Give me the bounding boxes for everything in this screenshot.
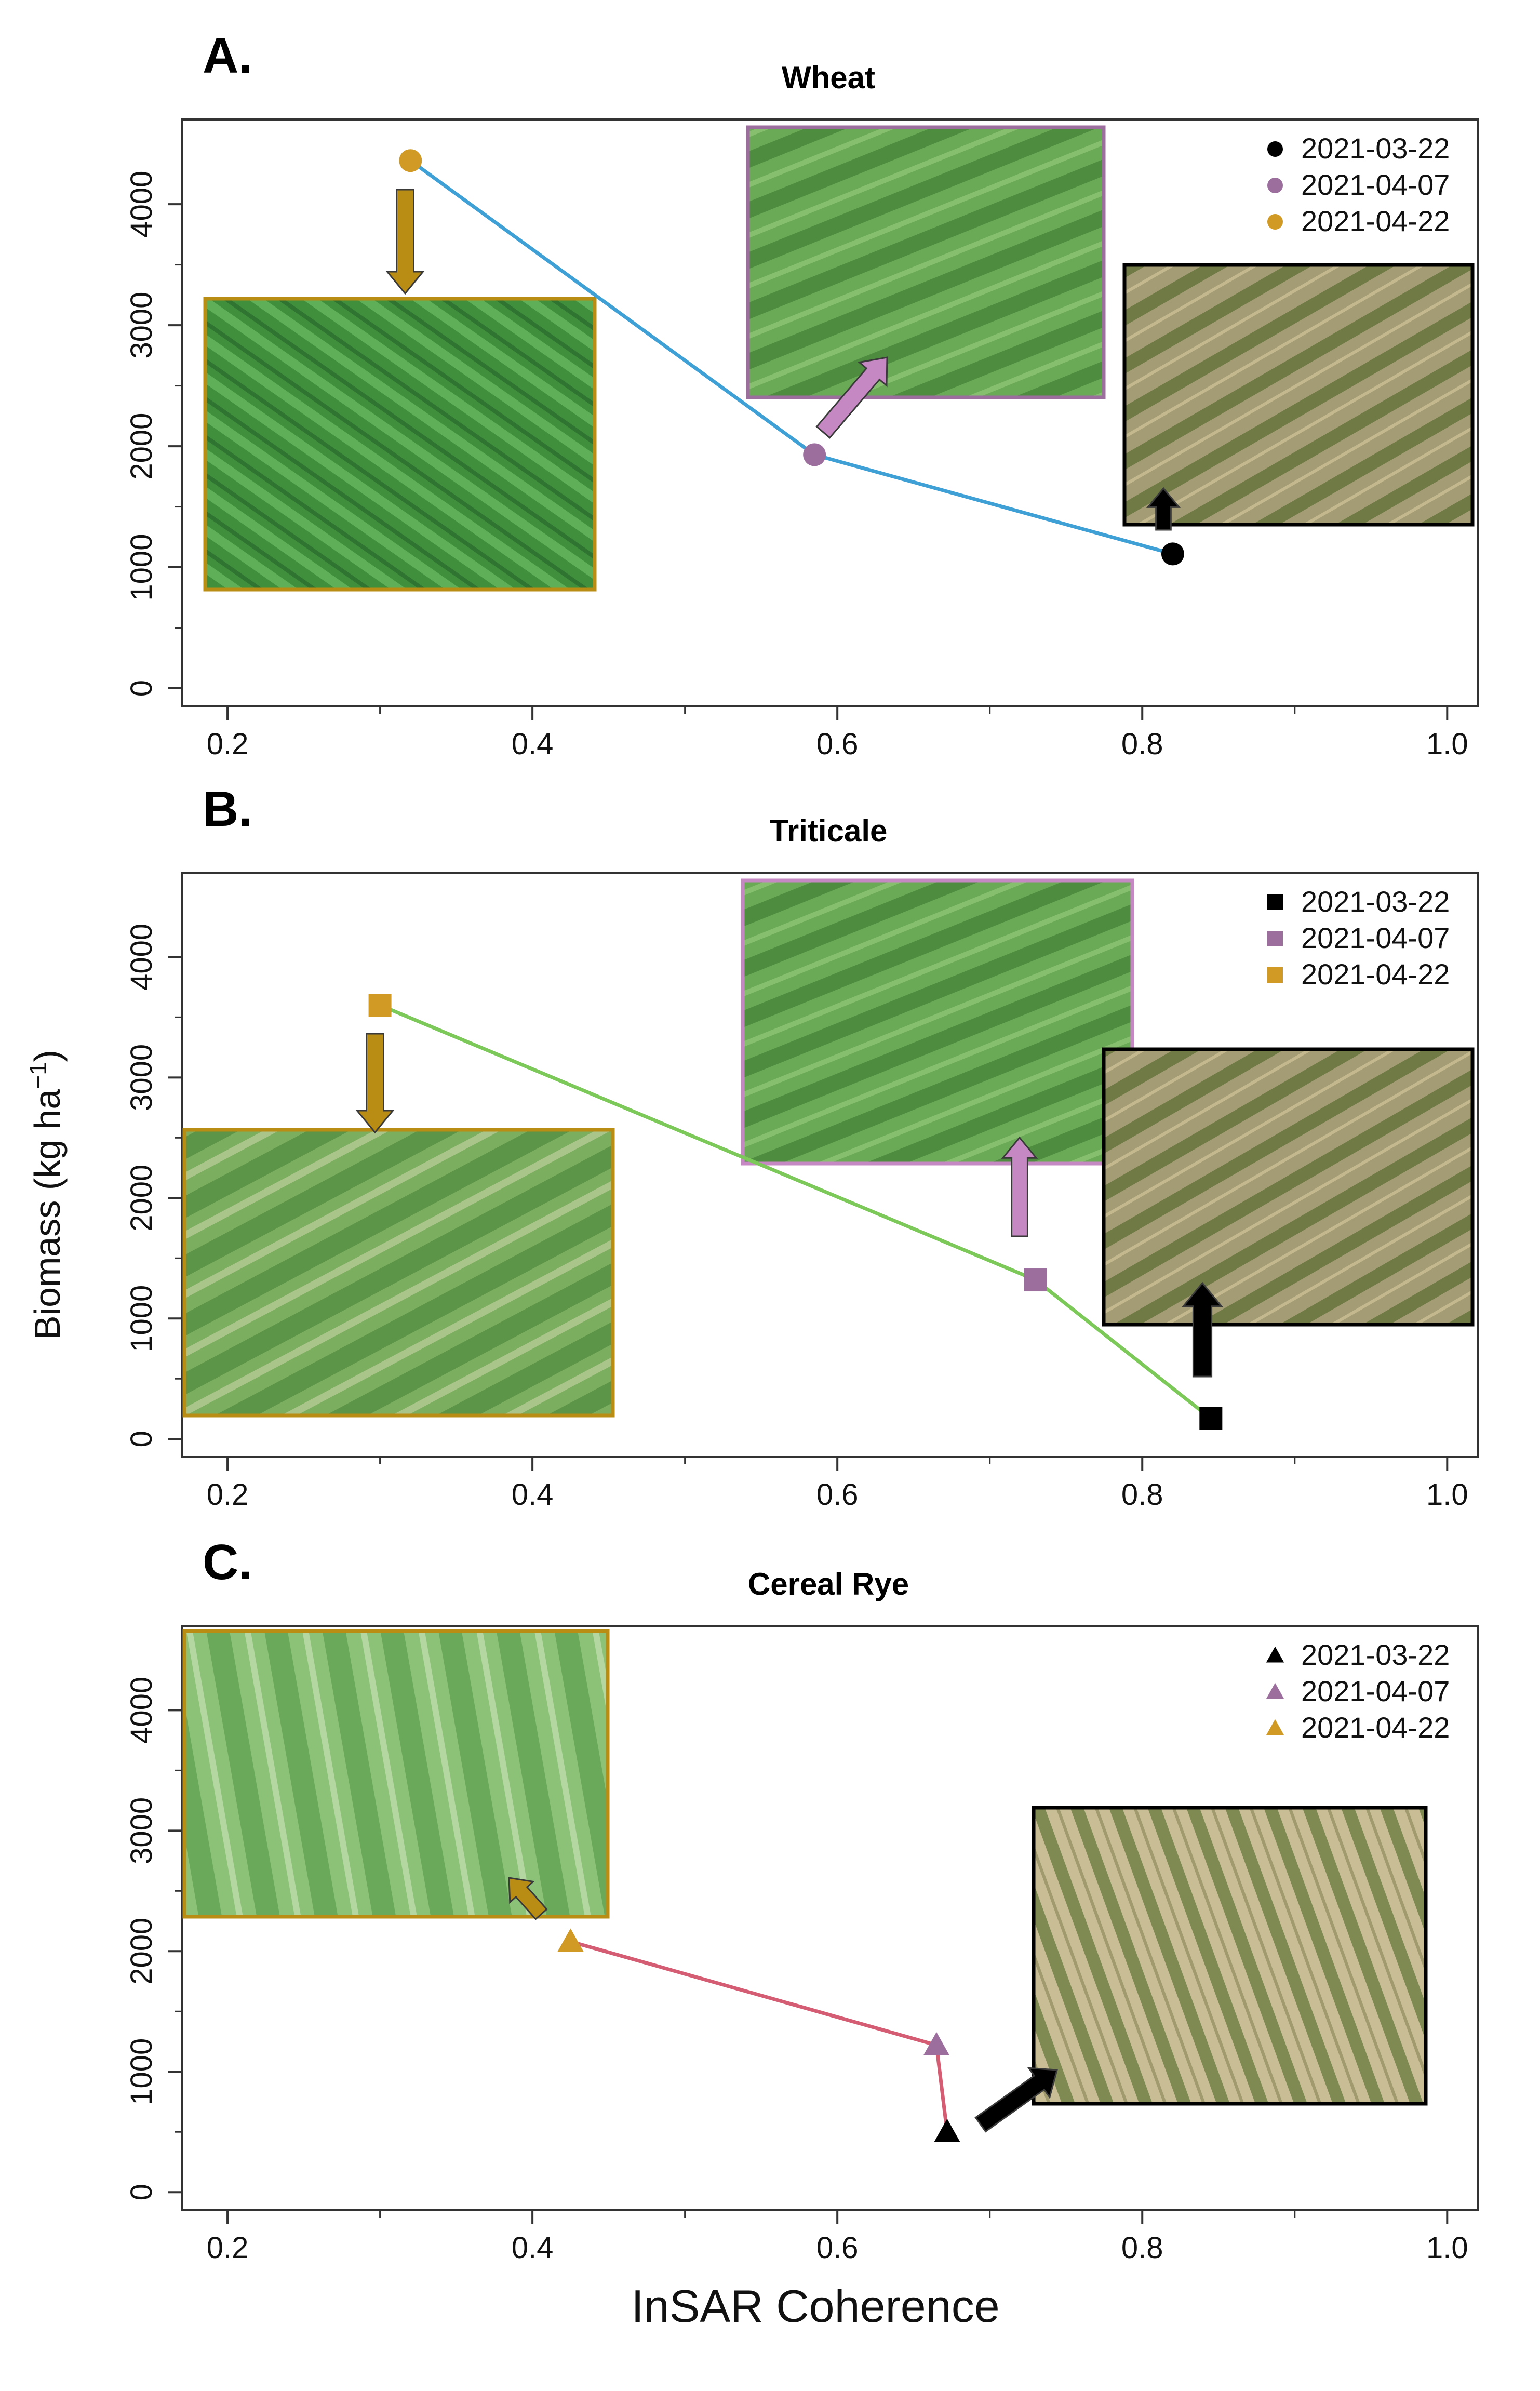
legend-label: 2021-03-22: [1301, 132, 1450, 165]
legend-marker: [1266, 1719, 1284, 1735]
photo-2021-04-07: [746, 125, 1106, 399]
photo-2021-04-07: [741, 878, 1134, 1166]
point-2021-04-07: [923, 2032, 950, 2056]
legend-label: 2021-03-22: [1301, 885, 1450, 918]
photo-2021-04-22: [182, 1629, 610, 1919]
legend-marker: [1266, 1682, 1284, 1699]
arrow-2021-04-07: [815, 356, 888, 439]
legend-label: 2021-03-22: [1301, 1638, 1450, 1671]
y-tick-label: 2000: [125, 1918, 158, 1985]
legend-marker: [1267, 894, 1283, 910]
photo-2021-04-22: [182, 1128, 615, 1418]
point-2021-04-07: [1024, 1268, 1047, 1292]
y-axis-label: Biomass (kg ha−1): [24, 1050, 68, 1340]
arrow-2021-04-07: [1001, 1136, 1038, 1237]
arrow-2021-04-22: [355, 1033, 395, 1134]
y-axis-label-end: ): [27, 1050, 68, 1062]
arrow-2021-04-22: [508, 1877, 548, 1920]
panel-letter: A.: [203, 28, 252, 84]
series-line: [570, 1940, 949, 2132]
legend-label: 2021-04-07: [1301, 921, 1450, 954]
legend: 2021-03-22 2021-04-07 2021-04-22: [1266, 1638, 1450, 1744]
legend-marker: [1267, 141, 1283, 157]
x-tick-label: 1.0: [1426, 727, 1468, 761]
legend-label: 2021-04-22: [1301, 205, 1450, 237]
x-tick-label: 0.8: [1121, 1478, 1163, 1512]
x-tick-label: 0.2: [207, 2231, 249, 2265]
y-tick-label: 1000: [125, 2038, 158, 2105]
x-tick-label: 0.6: [816, 727, 859, 761]
plot-frame: [181, 872, 1479, 1458]
plot-frame: [181, 118, 1479, 707]
x-tick-label: 0.4: [512, 727, 554, 761]
point-2021-04-22: [368, 994, 392, 1017]
x-tick-label: 0.2: [207, 727, 249, 761]
panel-letter: B.: [203, 781, 252, 837]
point-2021-04-22: [399, 149, 422, 172]
y-tick-label: 4000: [125, 924, 158, 991]
legend-label: 2021-04-22: [1301, 958, 1450, 991]
y-tick-label: 0: [125, 680, 158, 697]
x-tick-label: 1.0: [1426, 1478, 1468, 1512]
point-2021-04-22: [557, 1928, 584, 1952]
x-tick-label: 0.4: [512, 2231, 554, 2265]
y-tick-label: 0: [125, 2184, 158, 2200]
x-tick-label: 0.2: [207, 1478, 249, 1512]
y-tick-label: 2000: [125, 1165, 158, 1232]
panel-3: C. Cereal Rye 0.2 0.4 0.6 0.8 1.0 0 1000 2000 3000…: [125, 1534, 1479, 2265]
y-tick-label: 1000: [125, 534, 158, 601]
panel-1: A. Wheat 0.2 0.4 0.6 0.8 1.0 0 1000 2000 3000 4000 2…: [125, 28, 1479, 761]
y-tick-label: 0: [125, 1431, 158, 1447]
y-tick-label: 4000: [125, 1677, 158, 1744]
arrow-2021-03-22: [974, 2067, 1058, 2133]
panel-2: B. Triticale 0.2 0.4 0.6 0.8 1.0 0 1000 2000 3000 4…: [125, 781, 1479, 1512]
x-tick-label: 0.4: [512, 1478, 554, 1512]
legend-label: 2021-04-07: [1301, 1675, 1450, 1707]
photo-2021-04-22: [203, 297, 597, 592]
y-axis-label-main: Biomass (kg ha: [27, 1089, 68, 1340]
y-tick-label: 4000: [125, 171, 158, 238]
y-tick-label: 1000: [125, 1285, 158, 1352]
legend-label: 2021-04-07: [1301, 168, 1450, 201]
photo-2021-03-22: [1102, 1047, 1475, 1327]
legend-marker: [1267, 214, 1283, 230]
y-tick-label: 3000: [125, 1044, 158, 1111]
photo-2021-03-22: [1122, 263, 1475, 527]
point-2021-03-22: [1199, 1407, 1223, 1430]
legend-marker: [1267, 931, 1283, 946]
x-tick-label: 0.6: [816, 1478, 859, 1512]
point-2021-03-22: [1161, 542, 1184, 566]
y-axis-label-sup: −1: [24, 1062, 51, 1089]
point-2021-04-07: [803, 443, 826, 466]
panel-title: Wheat: [782, 60, 875, 95]
x-tick-label: 0.8: [1121, 2231, 1163, 2265]
arrow-2021-03-22: [1146, 487, 1181, 531]
panel-letter: C.: [203, 1534, 252, 1590]
arrow-2021-03-22: [1182, 1281, 1223, 1378]
legend-marker: [1267, 967, 1283, 983]
point-2021-03-22: [934, 2118, 960, 2143]
y-tick-label: 2000: [125, 413, 158, 480]
y-tick-label: 3000: [125, 292, 158, 359]
y-tick-label: 3000: [125, 1797, 158, 1864]
legend-marker: [1266, 1646, 1284, 1663]
panel-title: Triticale: [770, 813, 888, 848]
x-tick-label: 0.6: [816, 2231, 859, 2265]
x-tick-label: 1.0: [1426, 2231, 1468, 2265]
x-axis-label: InSAR Coherence: [631, 2280, 999, 2332]
photo-2021-03-22: [1032, 1806, 1428, 2106]
arrow-2021-04-22: [385, 189, 425, 295]
x-tick-label: 0.8: [1121, 727, 1163, 761]
legend-marker: [1267, 178, 1283, 193]
legend-label: 2021-04-22: [1301, 1711, 1450, 1744]
plot-frame: [181, 1625, 1479, 2211]
panel-title: Cereal Rye: [748, 1567, 909, 1601]
